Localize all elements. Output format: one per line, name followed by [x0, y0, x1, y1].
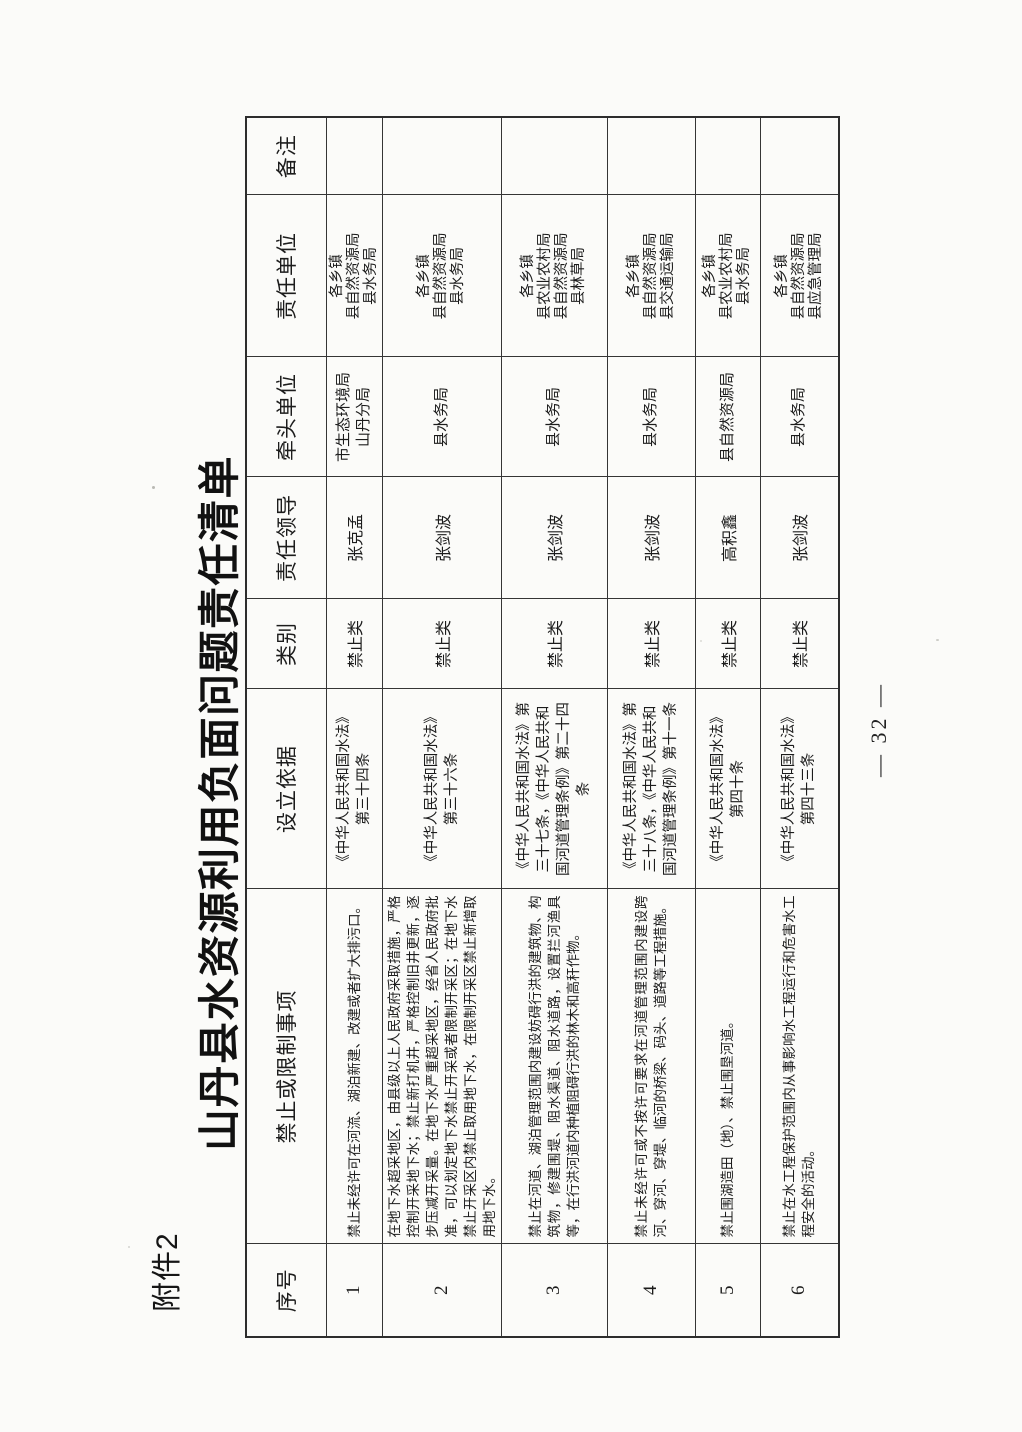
cell-number: 5	[695, 1244, 760, 1337]
cell-resp-units: 各乡镇 县自然资源局 县应急管理局	[760, 195, 839, 357]
table-header-row: 序号 禁止或限制事项 设立依据 类别 责任领导 牵头单位 责任单位 备注	[246, 117, 326, 1337]
cell-category: 禁止类	[607, 599, 695, 689]
table-row: 5 禁止围湖造田（地）、禁止围垦河道。 《中华人民共和国水法》 第四十条 禁止类…	[695, 117, 760, 1337]
cell-lead-unit: 县自然资源局	[695, 357, 760, 477]
table-row: 6 禁止在水工程保护范围内从事影响水工程运行和危害水工程安全的活动。 《中华人民…	[760, 117, 839, 1337]
column-header-basis: 设立依据	[246, 689, 326, 889]
column-header-category: 类别	[246, 599, 326, 689]
cell-basis: 《中华人民共和国水法》 第四十条	[695, 689, 760, 889]
cell-basis: 《中华人民共和国水法》第 三十七条，《中华人民共和 国河道管理条例》第二十四 条	[501, 689, 607, 889]
column-header-resp-unit: 责任单位	[246, 195, 326, 357]
cell-leader: 高积鑫	[695, 477, 760, 599]
cell-resp-units: 各乡镇 县自然资源局 县水务局	[326, 195, 382, 357]
cell-remark	[760, 117, 839, 195]
responsibility-table: 序号 禁止或限制事项 设立依据 类别 责任领导 牵头单位 责任单位 备注 1 禁…	[245, 116, 840, 1338]
cell-item: 在地下水超采地区，由县级以上人民政府采取措施，严格控制开采地下水；禁止新打机井，…	[382, 889, 501, 1244]
table-row: 1 禁止未经许可在河流、湖泊新建、改建或者扩大排污口。 《中华人民共和国水法》 …	[326, 117, 382, 1337]
scan-speck	[700, 640, 702, 642]
cell-item: 禁止未经许可或不按许可要求在河道管理范围内建设跨河、穿河、穿堤、临河的桥梁、码头…	[607, 889, 695, 1244]
cell-remark	[326, 117, 382, 195]
cell-lead-unit: 县水务局	[760, 357, 839, 477]
cell-remark	[695, 117, 760, 195]
column-header-number: 序号	[246, 1244, 326, 1337]
cell-category: 禁止类	[760, 599, 839, 689]
cell-leader: 张剑波	[501, 477, 607, 599]
cell-leader: 张剑波	[382, 477, 501, 599]
cell-basis: 《中华人民共和国水法》 第三十四条	[326, 689, 382, 889]
cell-item: 禁止在水工程保护范围内从事影响水工程运行和危害水工程安全的活动。	[760, 889, 839, 1244]
cell-basis: 《中华人民共和国水法》第 三十八条，《中华人民共和 国河道管理条例》第十一条	[607, 689, 695, 889]
cell-remark	[607, 117, 695, 195]
table-row: 2 在地下水超采地区，由县级以上人民政府采取措施，严格控制开采地下水；禁止新打机…	[382, 117, 501, 1337]
table-row: 3 禁止在河道、湖泊管理范围内建设妨碍行洪的建筑物、构筑物，修建围堤、阻水渠道、…	[501, 117, 607, 1337]
cell-item: 禁止在河道、湖泊管理范围内建设妨碍行洪的建筑物、构筑物，修建围堤、阻水渠道、阻水…	[501, 889, 607, 1244]
cell-leader: 张剑波	[607, 477, 695, 599]
cell-lead-unit: 市生态环境局 山丹分局	[326, 357, 382, 477]
cell-resp-units: 各乡镇 县自然资源局 县交通运输局	[607, 195, 695, 357]
cell-category: 禁止类	[695, 599, 760, 689]
cell-resp-units: 各乡镇 县农业农村局 县水务局	[695, 195, 760, 357]
scan-speck	[152, 486, 155, 489]
page-title: 山丹县水资源利用负面问题责任清单	[198, 454, 244, 1151]
cell-number: 2	[382, 1244, 501, 1337]
page-number: — 32 —	[866, 682, 891, 777]
cell-item: 禁止围湖造田（地）、禁止围垦河道。	[695, 889, 760, 1244]
cell-leader: 张剑波	[760, 477, 839, 599]
column-header-leader: 责任领导	[246, 477, 326, 599]
cell-basis: 《中华人民共和国水法》 第三十六条	[382, 689, 501, 889]
cell-resp-units: 各乡镇 县农业农村局 县自然资源局 县林草局	[501, 195, 607, 357]
cell-basis: 《中华人民共和国水法》 第四十三条	[760, 689, 839, 889]
cell-remark	[501, 117, 607, 195]
cell-leader: 张克孟	[326, 477, 382, 599]
column-header-lead-unit: 牵头单位	[246, 357, 326, 477]
cell-number: 1	[326, 1244, 382, 1337]
cell-lead-unit: 县水务局	[501, 357, 607, 477]
table-row: 4 禁止未经许可或不按许可要求在河道管理范围内建设跨河、穿河、穿堤、临河的桥梁、…	[607, 117, 695, 1337]
cell-category: 禁止类	[326, 599, 382, 689]
cell-remark	[382, 117, 501, 195]
cell-category: 禁止类	[501, 599, 607, 689]
cell-lead-unit: 县水务局	[382, 357, 501, 477]
attachment-label: 附件2	[151, 1232, 184, 1312]
cell-item: 禁止未经许可在河流、湖泊新建、改建或者扩大排污口。	[326, 889, 382, 1244]
column-header-item: 禁止或限制事项	[246, 889, 326, 1244]
cell-number: 3	[501, 1244, 607, 1337]
scan-speck	[936, 639, 939, 641]
cell-lead-unit: 县水务局	[607, 357, 695, 477]
column-header-remark: 备注	[246, 117, 326, 195]
cell-category: 禁止类	[382, 599, 501, 689]
cell-number: 4	[607, 1244, 695, 1337]
scan-speck	[128, 1246, 130, 1248]
cell-number: 6	[760, 1244, 839, 1337]
cell-resp-units: 各乡镇 县自然资源局 县水务局	[382, 195, 501, 357]
